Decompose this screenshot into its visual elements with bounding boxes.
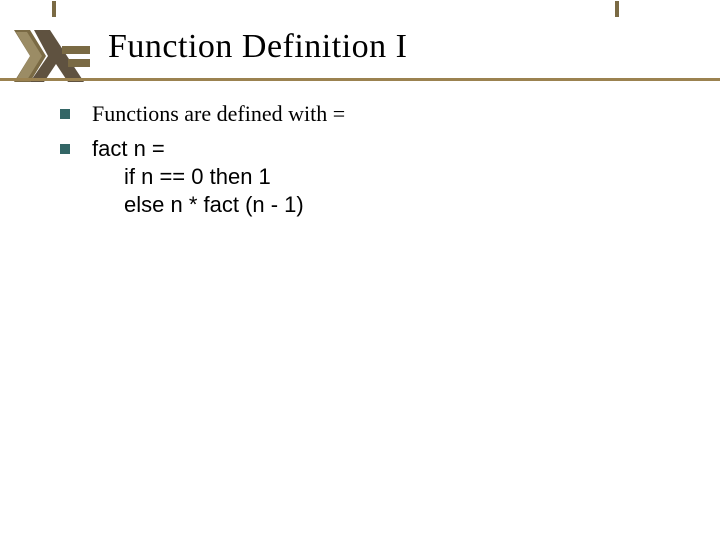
top-tick-left — [52, 1, 56, 17]
title-divider — [0, 78, 720, 81]
top-decoration-line — [0, 8, 720, 10]
bullet-item: Functions are defined with = — [60, 100, 680, 129]
slide-title: Function Definition I — [108, 28, 407, 66]
slide: Function Definition I Functions are defi… — [0, 0, 720, 540]
code-line: fact n = — [92, 135, 304, 163]
code-line: if n == 0 then 1 — [124, 163, 304, 191]
square-bullet-icon — [60, 144, 70, 154]
haskell-logo-icon — [12, 28, 92, 84]
slide-content: Functions are defined with = fact n = if… — [60, 100, 680, 225]
bullet-text: Functions are defined with = — [92, 100, 345, 129]
code-line: else n * fact (n - 1) — [124, 191, 304, 219]
top-tick-right — [615, 1, 619, 17]
bullet-item: fact n = if n == 0 then 1 else n * fact … — [60, 135, 680, 219]
square-bullet-icon — [60, 109, 70, 119]
